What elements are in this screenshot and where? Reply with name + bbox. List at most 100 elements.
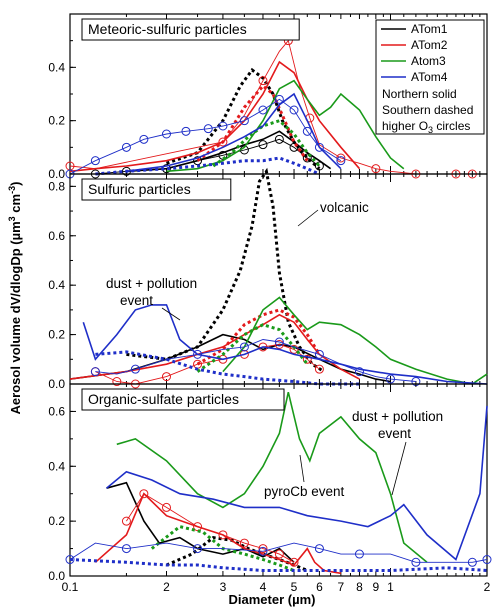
data-point-circle [65, 555, 75, 565]
data-point-circle [411, 557, 421, 567]
legend-note: Northern solid [382, 87, 457, 101]
x-tick-label: 3 [220, 580, 227, 594]
data-point-circle [218, 150, 228, 160]
data-point-circle [112, 377, 122, 387]
data-point-circle [289, 142, 299, 152]
y-tick-label: 0.6 [48, 229, 65, 243]
data-point-circle [274, 337, 284, 347]
x-tick-label: 4 [260, 580, 267, 594]
data-point-circle [161, 372, 171, 382]
data-point-circle [482, 555, 492, 565]
series-line-atom4-dashed [95, 156, 321, 176]
x-tick-label: 7 [338, 580, 345, 594]
data-point-circle [258, 544, 268, 554]
data-point-circle [193, 349, 203, 359]
legend-label: ATom2 [411, 38, 448, 52]
data-point-circle [121, 516, 131, 526]
annotation-event: event [120, 293, 153, 308]
legend-label: ATom4 [411, 70, 448, 84]
data-point-circle [289, 557, 299, 567]
data-point-circle [218, 137, 228, 147]
y-tick-label: 0.6 [48, 404, 65, 418]
data-point-circle [336, 156, 346, 166]
data-point-circle [90, 367, 100, 377]
data-point-circle [239, 349, 249, 359]
series-line-atom4-circles [69, 98, 342, 175]
series-line-atom4-solid [105, 405, 488, 561]
data-point-circle [218, 530, 228, 540]
data-point-circle [90, 156, 100, 166]
data-point-circle [239, 342, 249, 352]
data-point-circle [258, 546, 268, 556]
series-line-atom4-dashed [69, 558, 488, 572]
legend-note-o3: higher O3 circles [382, 119, 470, 135]
series-line-atom2-dashed [196, 83, 309, 162]
data-point-circle [314, 142, 324, 152]
annotation-dust-pollution: dust + pollution [106, 276, 197, 291]
x-axis-title: Diameter (µm) [229, 592, 316, 607]
data-point-circle [239, 538, 249, 548]
panel-0: 0.0 0.2 0.4 Meteoric-sulfuric particles ATom… [48, 13, 488, 181]
data-point-circle [314, 364, 324, 374]
y-tick-label: 0.4 [48, 459, 65, 473]
data-point-circle [467, 557, 477, 567]
series-line-atom2-solid [94, 492, 342, 575]
panel-title-box [81, 178, 232, 201]
data-point-circle [239, 116, 249, 126]
annotation-dust-pollution: dust + pollution [352, 409, 443, 424]
data-point-circle [193, 522, 203, 532]
x-tick-label: 1 [387, 580, 394, 594]
annotation-pyrocb: pyroCb event [264, 484, 345, 499]
data-point-circle [302, 126, 312, 136]
data-point-circle [130, 364, 140, 374]
series-line-atom1-circles [95, 138, 320, 175]
legend-label: ATom1 [411, 22, 448, 36]
series-line-atom1-solid [69, 333, 391, 383]
data-point-circle [289, 105, 299, 115]
data-point-circle [181, 126, 191, 136]
annotation-leader [297, 209, 319, 227]
series-line-atom2-solid [69, 60, 361, 173]
series-line-atom4-circles [69, 542, 488, 563]
data-point-circle [354, 367, 364, 377]
data-point-circle [193, 544, 203, 554]
panel-2: 0.0 0.2 0.4 0.6 Organic-sulfate particles pyr… [48, 383, 492, 583]
data-point-circle [218, 121, 228, 131]
y-tick-label: 0.0 [48, 569, 65, 583]
data-point-circle [314, 544, 324, 554]
y-tick-label: 0.2 [48, 114, 65, 128]
data-point-circle [314, 349, 324, 359]
series-line-atom4-solid [82, 304, 488, 385]
annotation-leader [161, 307, 181, 321]
data-point-circle [274, 134, 284, 144]
data-point-circle [258, 76, 268, 86]
data-point-circle [314, 161, 324, 171]
x-tick-label: 5 [291, 580, 298, 594]
data-point-circle [161, 502, 171, 512]
data-point-circle [354, 549, 364, 559]
panel-title: Organic-sulfate particles [88, 391, 239, 407]
series-line-atom3-dashed [212, 119, 321, 168]
annotation-volcanic: volcanic [320, 200, 369, 215]
data-point-circle [302, 153, 312, 163]
y-tick-label: 0.0 [48, 167, 65, 181]
data-point-circle [161, 129, 171, 139]
y-tick-label: 0.2 [48, 328, 65, 342]
y-axis-title: Aerosol volume dV/dlogDp (µm3 cm-3) [7, 182, 23, 415]
data-point-circle [274, 549, 284, 559]
data-point-circle [258, 105, 268, 115]
data-point-circle [121, 544, 131, 554]
series-line-atom3-solid [166, 79, 405, 173]
annotation-event: event [378, 426, 411, 441]
data-point-circle [274, 94, 284, 104]
data-point-circle [258, 140, 268, 150]
panel-title-box [81, 388, 285, 411]
x-tick-label: 9 [373, 580, 380, 594]
data-point-circle [203, 124, 213, 134]
data-point-circle [371, 164, 381, 174]
panel-1: 0.0 0.2 0.4 0.6 0.8 Sulfuric particles volcani… [48, 167, 488, 391]
panel-frame [69, 383, 488, 577]
data-point-circle [302, 354, 312, 364]
y-tick-label: 0.4 [48, 278, 65, 292]
y-tick-label: 0.0 [48, 377, 65, 391]
